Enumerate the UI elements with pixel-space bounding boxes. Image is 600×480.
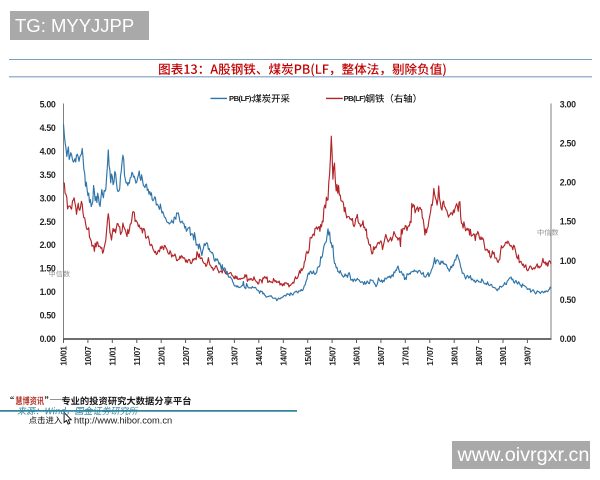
svg-text:4.50: 4.50	[40, 123, 56, 133]
svg-text:14/01: 14/01	[254, 346, 264, 366]
svg-text:14/07: 14/07	[279, 346, 289, 366]
svg-text:2.50: 2.50	[560, 139, 576, 149]
svg-text:4.00: 4.00	[40, 146, 56, 156]
svg-text:13/07: 13/07	[230, 346, 240, 366]
svg-text:15/01: 15/01	[303, 346, 313, 366]
svg-text:1.00: 1.00	[560, 256, 576, 266]
svg-text:PB(LF):: PB(LF):	[344, 94, 368, 103]
svg-text:2.00: 2.00	[40, 240, 56, 250]
svg-text:16/07: 16/07	[376, 346, 386, 366]
svg-text:15/07: 15/07	[327, 346, 337, 366]
svg-text:0.50: 0.50	[40, 311, 56, 321]
svg-text:17/07: 17/07	[425, 346, 435, 366]
svg-text:0.50: 0.50	[560, 295, 576, 305]
svg-text:PB(LF):: PB(LF):	[229, 94, 253, 103]
svg-text:3.00: 3.00	[560, 100, 576, 110]
svg-text:16/01: 16/01	[352, 346, 362, 366]
svg-text:5.00: 5.00	[40, 100, 56, 110]
svg-text:13/01: 13/01	[205, 346, 215, 366]
svg-text:1.00: 1.00	[40, 287, 56, 297]
svg-text:17/01: 17/01	[401, 346, 411, 366]
svg-text:12/01: 12/01	[156, 346, 166, 366]
svg-text:11/07: 11/07	[132, 346, 142, 366]
svg-text:1.50: 1.50	[560, 217, 576, 227]
svg-text:http://www.hibor.com.cn: http://www.hibor.com.cn	[74, 415, 172, 425]
svg-text:1.50: 1.50	[40, 264, 56, 274]
svg-text:10/01: 10/01	[59, 346, 69, 366]
svg-text:10/07: 10/07	[83, 346, 93, 366]
svg-text:19/01: 19/01	[498, 346, 508, 366]
svg-text:11/01: 11/01	[108, 346, 118, 366]
svg-text:18/07: 18/07	[474, 346, 484, 366]
svg-text:0.00: 0.00	[40, 334, 56, 344]
svg-text:12/07: 12/07	[181, 346, 191, 366]
svg-text:2.00: 2.00	[560, 178, 576, 188]
svg-text:19/07: 19/07	[523, 346, 533, 366]
svg-text:2.50: 2.50	[40, 217, 56, 227]
svg-text:0.00: 0.00	[560, 334, 576, 344]
svg-text:18/01: 18/01	[449, 346, 459, 366]
svg-text:3.00: 3.00	[40, 193, 56, 203]
svg-text:3.50: 3.50	[40, 170, 56, 180]
